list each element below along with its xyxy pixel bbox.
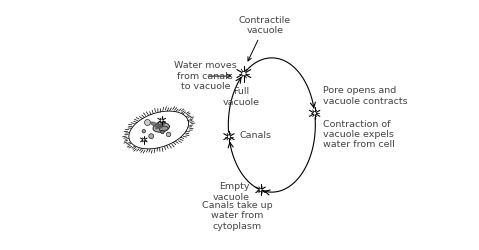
Circle shape xyxy=(241,71,246,76)
Polygon shape xyxy=(159,126,168,131)
Polygon shape xyxy=(153,123,169,132)
Circle shape xyxy=(166,132,171,137)
Circle shape xyxy=(145,120,150,126)
Circle shape xyxy=(227,135,231,138)
Circle shape xyxy=(259,188,262,191)
Text: Canals: Canals xyxy=(240,131,272,140)
Text: Pore opens and
vacuole contracts: Pore opens and vacuole contracts xyxy=(323,86,408,106)
Text: Contraction of
vacuole expels
water from cell: Contraction of vacuole expels water from… xyxy=(323,120,395,150)
Polygon shape xyxy=(125,109,193,151)
Text: Canals take up
water from
cytoplasm: Canals take up water from cytoplasm xyxy=(202,201,272,231)
Circle shape xyxy=(149,134,154,139)
Text: Contractile
vacuole: Contractile vacuole xyxy=(239,16,291,61)
Circle shape xyxy=(313,112,317,115)
Circle shape xyxy=(160,119,163,122)
Polygon shape xyxy=(156,124,164,129)
Text: Water moves
from canals
to vacuole: Water moves from canals to vacuole xyxy=(174,61,237,91)
Text: Empty
vacuole: Empty vacuole xyxy=(212,182,250,202)
Circle shape xyxy=(143,139,145,141)
Circle shape xyxy=(142,130,146,133)
Polygon shape xyxy=(150,122,162,128)
Circle shape xyxy=(160,130,164,134)
Text: Full
vacuole: Full vacuole xyxy=(223,87,260,107)
Circle shape xyxy=(159,122,161,124)
